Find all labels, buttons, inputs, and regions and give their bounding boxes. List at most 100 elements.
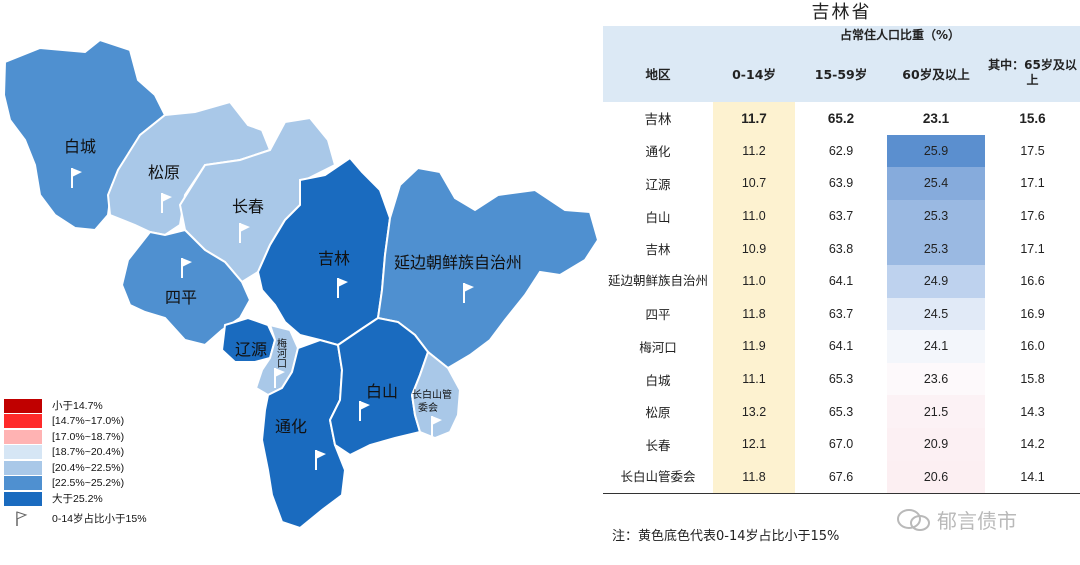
value-cell: 65.2: [827, 110, 855, 126]
value-cell: 64.1: [828, 339, 854, 354]
legend-label: [14.7%~17.0%): [52, 415, 125, 428]
value-cell: 65.3: [828, 372, 854, 387]
value-cell: 23.6: [887, 362, 985, 396]
value-cell: 11.9: [713, 330, 795, 363]
value-cell: 11.2: [713, 134, 795, 168]
legend-flag-item: 0-14岁占比小于15%: [4, 511, 204, 527]
legend-swatch: [4, 398, 42, 413]
value-cell: 24.5: [887, 297, 985, 331]
legend-item: [20.4%~22.5%): [4, 460, 204, 476]
table-row: 长春 12.1 67.0 20.9 14.2: [603, 427, 1080, 461]
value-cell: 25.4: [887, 167, 985, 200]
legend-label: [17.0%~18.7%): [52, 430, 125, 443]
value-cell: 11.0: [713, 199, 795, 233]
legend-item: [22.5%~25.2%): [4, 476, 204, 492]
value-cell: 17.6: [1020, 209, 1045, 224]
legend-item: 大于25.2%: [4, 491, 204, 507]
value-cell: 17.1: [1020, 176, 1045, 191]
value-cell: 10.7: [713, 167, 795, 200]
region-cell: 辽源: [645, 176, 671, 192]
legend-item: [18.7%~20.4%): [4, 445, 204, 461]
region-cell: 延边朝鲜族自治州: [607, 273, 708, 289]
legend-swatch: [4, 414, 42, 429]
label-tonghua: 通化: [275, 417, 307, 436]
value-cell: 11.1: [713, 362, 795, 396]
value-cell: 67.0: [828, 437, 854, 452]
table-row: 辽源 10.7 63.9 25.4 17.1: [603, 167, 1080, 200]
value-cell: 23.1: [887, 102, 985, 135]
value-cell: 25.3: [887, 199, 985, 233]
region-cell: 四平: [645, 307, 671, 323]
table-row: 松原 13.2 65.3 21.5 14.3: [603, 395, 1080, 428]
map-svg: 白城 松原 长春 四平 吉林 延边朝鲜族自治州 辽源 梅河口 白山 通化 长白山…: [2, 38, 600, 530]
legend-swatch: [4, 445, 42, 460]
region-cell: 松原: [645, 405, 671, 421]
column-header: 其中：65岁及以上: [985, 44, 1080, 102]
value-cell: 63.7: [828, 209, 854, 224]
label-siping: 四平: [165, 288, 197, 307]
label-meihekou: 梅河口: [275, 337, 287, 368]
value-cell: 11.8: [713, 460, 795, 494]
value-cell: 63.7: [828, 306, 854, 321]
region-cell: 吉林: [645, 242, 671, 258]
value-cell: 13.2: [713, 395, 795, 428]
value-cell: 14.1: [1020, 469, 1045, 484]
flag-icon: [359, 401, 370, 421]
flag-icons: [71, 168, 474, 470]
table-row: 长白山管委会 11.8 67.6 20.6 14.1: [603, 460, 1080, 494]
legend-swatch: [4, 476, 42, 491]
value-cell: 20.6: [887, 460, 985, 494]
value-cell: 12.1: [713, 427, 795, 461]
legend-flag-label: 0-14岁占比小于15%: [52, 512, 147, 525]
region-cell: 白城: [645, 372, 671, 388]
region-cell: 通化: [645, 144, 671, 160]
table-row: 通化 11.2 62.9 25.9 17.5: [603, 134, 1080, 168]
value-cell: 11.7: [713, 102, 795, 135]
flag-icon: [463, 283, 474, 303]
flag-icon: [181, 258, 192, 278]
flag-icon: [16, 511, 28, 527]
region-cell: 梅河口: [639, 339, 677, 355]
table-body: 吉林 11.7 65.2 23.1 15.6 通化 11.2 62.9 25.9 17.5 辽源 10…: [603, 102, 1080, 494]
value-cell: 67.6: [828, 469, 854, 484]
wechat-icon: [897, 508, 930, 531]
legend-swatch: [4, 491, 42, 506]
label-baicheng: 白城: [64, 137, 96, 156]
watermark-text: 郁言债市: [937, 509, 1017, 533]
value-cell: 15.8: [1020, 372, 1045, 387]
legend-label: 大于25.2%: [52, 493, 103, 506]
label-jilin: 吉林: [318, 249, 350, 268]
label-changchun: 长春: [232, 197, 264, 216]
flag-icon: [337, 278, 348, 298]
legend-item: [17.0%~18.7%): [4, 429, 204, 445]
value-cell: 10.9: [713, 232, 795, 265]
table-row: 白城 11.1 65.3 23.6 15.8: [603, 362, 1080, 396]
legend-item: [14.7%~17.0%): [4, 414, 204, 430]
value-cell: 14.2: [1020, 437, 1045, 452]
label-songyuan: 松原: [148, 163, 180, 182]
value-cell: 17.5: [1020, 143, 1045, 158]
region-changbaishan: [410, 350, 462, 440]
legend-swatch: [4, 460, 42, 475]
legend-swatch: [4, 429, 42, 444]
flag-icon: [71, 168, 82, 188]
column-header: 0-14岁: [713, 44, 795, 102]
table-row: 吉林 11.7 65.2 23.1 15.6: [603, 102, 1080, 135]
region-cell: 长白山管委会: [620, 468, 696, 484]
population-table-panel: 吉林省 占常住人口比重（%） 地区 0-14岁 15-59岁 60岁及以上 其中：65岁…: [603, 0, 1080, 495]
table-row: 吉林 10.9 63.8 25.3 17.1: [603, 232, 1080, 265]
region-cell: 白山: [645, 209, 671, 225]
table-title: 吉林省: [811, 2, 872, 23]
value-cell: 16.0: [1020, 339, 1045, 354]
legend-label: 小于14.7%: [52, 400, 103, 413]
value-cell: 25.9: [887, 134, 985, 168]
table-footnote: 注：黄色底色代表0-14岁占比小于15%: [612, 529, 840, 544]
table-header-row: 地区 0-14岁 15-59岁 60岁及以上 其中：65岁及以上: [603, 44, 1080, 102]
value-cell: 20.9: [887, 427, 985, 461]
legend-item: 小于14.7%: [4, 398, 204, 414]
legend-label: [22.5%~25.2%): [52, 477, 125, 490]
table-row: 延边朝鲜族自治州 11.0 64.1 24.9 16.6: [603, 264, 1080, 298]
label-changbaishan: 长白山管委会: [412, 388, 452, 414]
table-row: 四平 11.8 63.7 24.5 16.9: [603, 297, 1080, 331]
population-table: 占常住人口比重（%） 地区 0-14岁 15-59岁 60岁及以上 其中：65岁及以上 …: [603, 26, 1080, 494]
